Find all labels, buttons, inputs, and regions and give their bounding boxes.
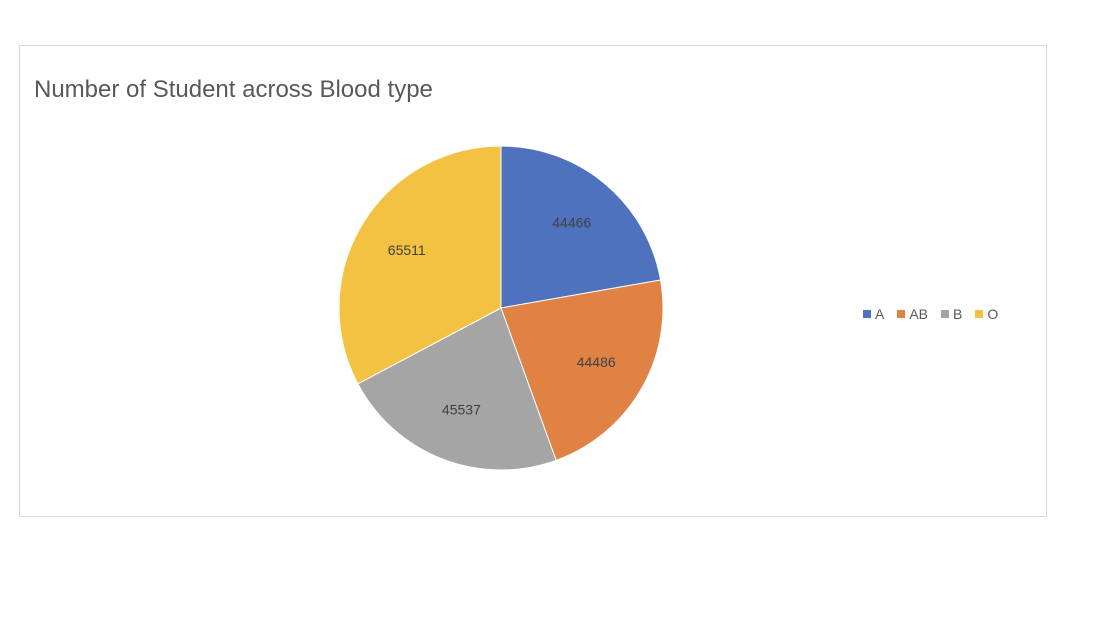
legend-label-o: O bbox=[987, 306, 999, 322]
legend-item-ab: AB bbox=[897, 306, 928, 322]
legend-label-b: B bbox=[953, 306, 963, 322]
legend-swatch-a bbox=[863, 310, 871, 318]
pie-slice-ab bbox=[500, 279, 664, 461]
legend-item-a: A bbox=[863, 306, 884, 322]
data-label-ab: 44486 bbox=[577, 354, 616, 370]
legend-item-o: O bbox=[975, 306, 998, 322]
legend-label-a: A bbox=[875, 306, 885, 322]
chart-title: Number of Student across Blood type bbox=[34, 76, 433, 103]
chart-area: Number of Student across Blood type 4446… bbox=[19, 45, 1047, 517]
legend-swatch-o bbox=[975, 310, 984, 318]
pie-slice-a bbox=[500, 145, 662, 309]
data-label-o: 65511 bbox=[388, 242, 426, 258]
data-label-a: 44466 bbox=[552, 214, 591, 230]
legend-item-b: B bbox=[941, 306, 962, 322]
legend-swatch-b bbox=[941, 310, 950, 318]
chart-legend: A AB B O bbox=[863, 306, 998, 322]
legend-swatch-ab bbox=[897, 310, 906, 318]
legend-label-ab: AB bbox=[909, 306, 929, 322]
pie-chart: 44466 44486 45537 65511 bbox=[338, 145, 664, 471]
pie-slice-b bbox=[357, 307, 557, 471]
pie-slice-o bbox=[338, 145, 502, 385]
data-label-b: 45537 bbox=[442, 401, 481, 417]
